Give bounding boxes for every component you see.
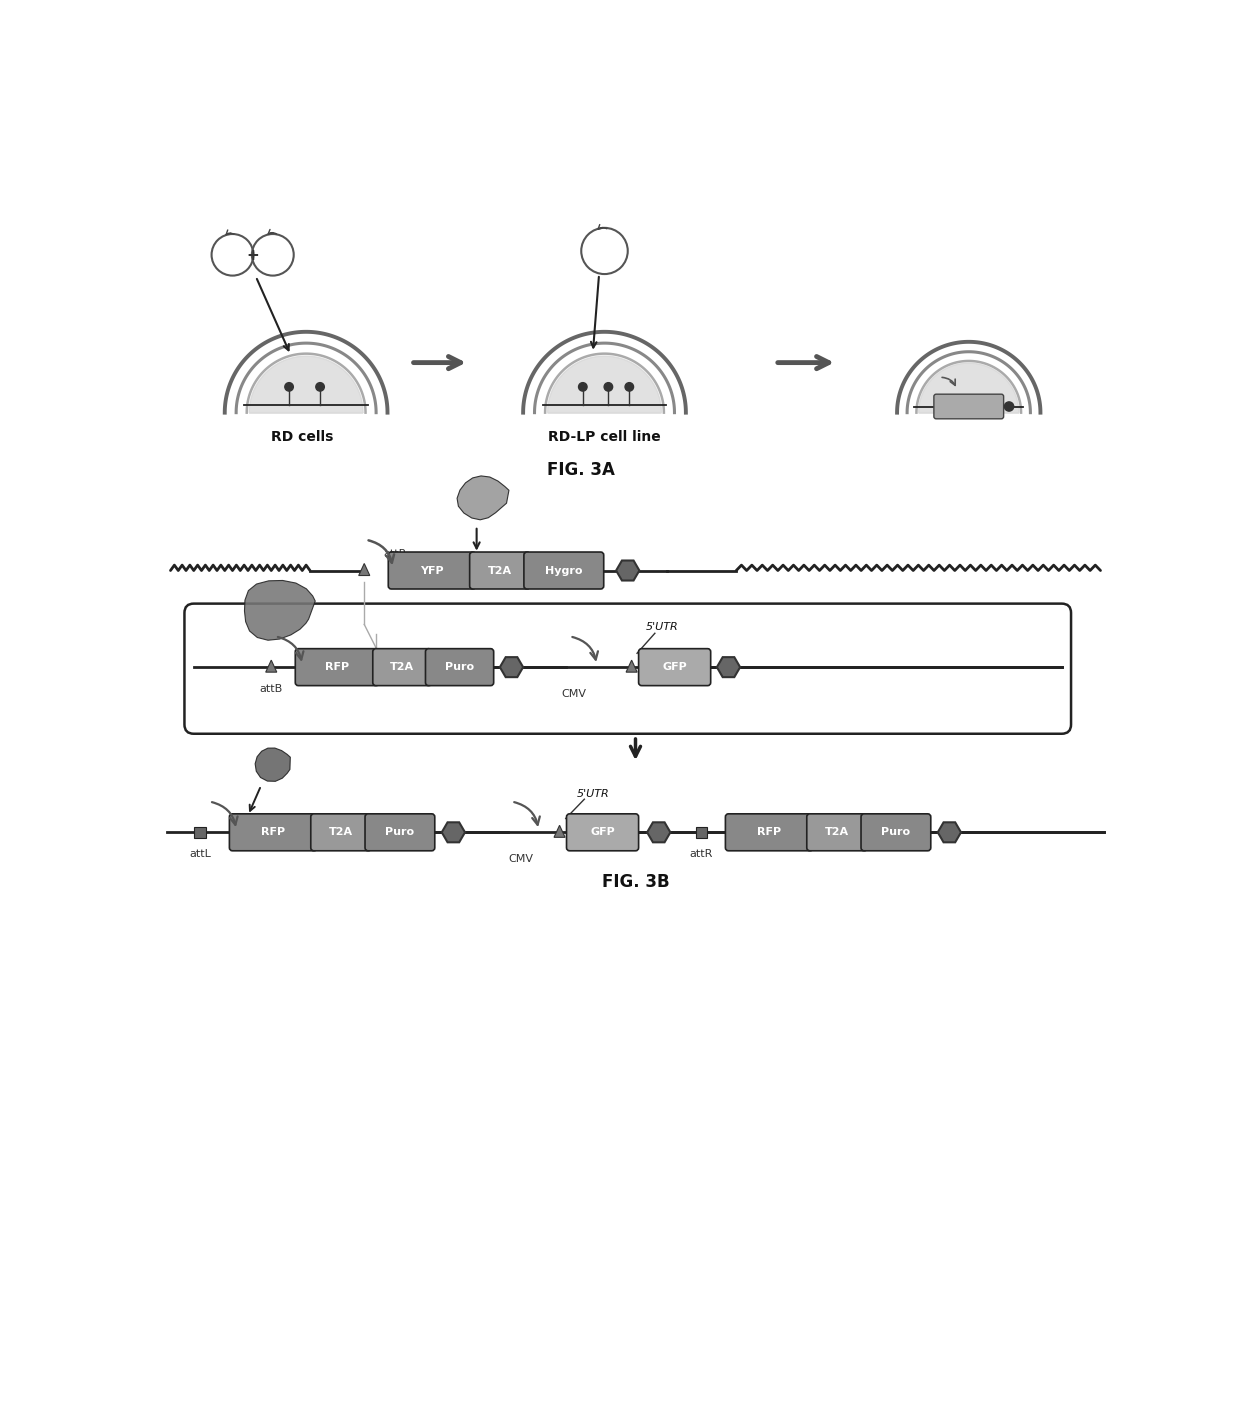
Polygon shape [554,826,565,837]
Text: FIG. 3A: FIG. 3A [547,461,615,480]
FancyBboxPatch shape [523,553,604,590]
FancyBboxPatch shape [934,394,1003,419]
FancyBboxPatch shape [470,553,529,590]
Text: attL: attL [188,849,211,859]
FancyBboxPatch shape [861,815,931,850]
Text: RFP: RFP [262,827,285,837]
Polygon shape [937,822,961,843]
Text: YFP: YFP [420,565,444,575]
Text: Puro: Puro [445,662,474,672]
Polygon shape [919,363,1019,413]
Circle shape [579,383,587,392]
Text: CMV: CMV [560,689,587,699]
Text: RFP: RFP [758,827,781,837]
Polygon shape [265,661,277,672]
FancyBboxPatch shape [567,815,639,850]
Text: Bxb1: Bxb1 [259,605,291,618]
Polygon shape [548,356,661,413]
FancyBboxPatch shape [388,553,476,590]
Polygon shape [616,561,640,581]
FancyBboxPatch shape [639,649,711,685]
Text: Puro: Puro [386,827,414,837]
Text: attP: attP [383,548,405,558]
Circle shape [316,383,325,392]
FancyBboxPatch shape [185,604,1071,733]
FancyBboxPatch shape [365,815,435,850]
Polygon shape [647,822,671,843]
Text: FIG. 3B: FIG. 3B [601,873,670,891]
Text: attR: attR [689,849,713,859]
Polygon shape [626,661,637,672]
Circle shape [625,383,634,392]
Text: RD-LP cell line: RD-LP cell line [548,430,661,444]
Bar [195,826,206,839]
Polygon shape [244,581,315,641]
Text: 5'UTR: 5'UTR [577,789,609,799]
Bar [696,826,707,839]
Polygon shape [358,564,370,575]
Text: T2A: T2A [391,662,414,672]
Text: T2A: T2A [487,565,512,575]
FancyBboxPatch shape [295,649,379,685]
Circle shape [604,383,613,392]
Polygon shape [458,476,508,520]
Text: T2A: T2A [329,827,353,837]
Text: attB: attB [259,684,283,693]
Text: RFP: RFP [325,662,350,672]
Text: RD cells: RD cells [272,430,334,444]
Text: Hygro: Hygro [546,565,583,575]
FancyBboxPatch shape [373,649,432,685]
Text: CMV: CMV [508,854,533,864]
Text: +: + [247,248,259,263]
Polygon shape [441,822,465,843]
Text: Puro: Puro [882,827,910,837]
Polygon shape [500,656,523,678]
Text: T2A: T2A [825,827,849,837]
FancyBboxPatch shape [229,815,317,850]
FancyBboxPatch shape [807,815,867,850]
Polygon shape [249,356,363,413]
Circle shape [285,383,294,392]
FancyBboxPatch shape [311,815,371,850]
Circle shape [1004,402,1013,412]
Text: GFP: GFP [590,827,615,837]
FancyBboxPatch shape [425,649,494,685]
Text: GFP: GFP [662,662,687,672]
Polygon shape [717,656,740,678]
FancyBboxPatch shape [725,815,813,850]
Polygon shape [255,748,290,782]
Text: 5'UTR: 5'UTR [646,622,680,632]
